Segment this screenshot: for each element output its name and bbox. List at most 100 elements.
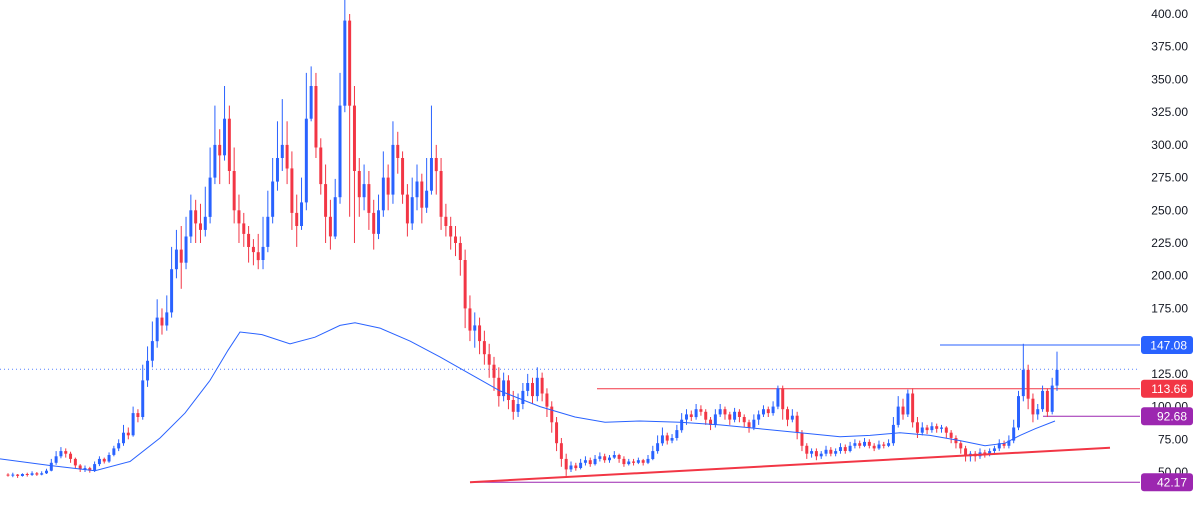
candle[interactable]: [107, 452, 111, 463]
candle[interactable]: [117, 439, 121, 452]
candle[interactable]: [776, 385, 780, 410]
candle[interactable]: [218, 129, 222, 185]
candle[interactable]: [35, 472, 39, 476]
candle[interactable]: [121, 424, 125, 446]
candle[interactable]: [102, 457, 106, 464]
candle[interactable]: [867, 439, 871, 449]
candle[interactable]: [309, 66, 313, 122]
candle[interactable]: [848, 441, 852, 453]
candle[interactable]: [742, 414, 746, 428]
candle[interactable]: [352, 86, 356, 243]
candle[interactable]: [502, 372, 506, 402]
candle[interactable]: [194, 199, 198, 243]
candle[interactable]: [891, 417, 895, 446]
candle[interactable]: [126, 427, 130, 440]
candle[interactable]: [786, 406, 790, 427]
candles[interactable]: [6, 0, 1059, 478]
candle[interactable]: [304, 72, 308, 211]
candle[interactable]: [810, 448, 814, 458]
candle[interactable]: [1036, 404, 1040, 420]
candle[interactable]: [555, 417, 559, 452]
candle[interactable]: [651, 445, 655, 461]
candle[interactable]: [545, 388, 549, 417]
candle[interactable]: [271, 158, 275, 224]
candle[interactable]: [275, 121, 279, 191]
candle[interactable]: [16, 474, 20, 478]
candle[interactable]: [656, 435, 660, 454]
candle[interactable]: [949, 430, 953, 444]
candle[interactable]: [20, 473, 24, 477]
candle[interactable]: [59, 447, 63, 459]
candle[interactable]: [964, 445, 968, 462]
candle[interactable]: [54, 451, 58, 465]
candle[interactable]: [1007, 435, 1011, 449]
candle[interactable]: [300, 177, 304, 230]
candle[interactable]: [694, 404, 698, 420]
candle[interactable]: [64, 448, 68, 458]
candle[interactable]: [824, 445, 828, 457]
candle[interactable]: [170, 246, 174, 318]
candle[interactable]: [882, 441, 886, 449]
candle[interactable]: [911, 388, 915, 428]
candle[interactable]: [160, 308, 164, 335]
candle[interactable]: [550, 401, 554, 433]
candle[interactable]: [579, 458, 583, 470]
candle[interactable]: [944, 426, 948, 438]
support-trendline[interactable]: [469, 446, 1111, 484]
candle[interactable]: [405, 184, 409, 237]
candle[interactable]: [1002, 440, 1006, 449]
candle[interactable]: [935, 423, 939, 433]
candle[interactable]: [112, 445, 116, 457]
candle[interactable]: [223, 86, 227, 161]
candle[interactable]: [492, 356, 496, 391]
candle[interactable]: [78, 464, 82, 472]
candle[interactable]: [574, 462, 578, 471]
candle[interactable]: [146, 346, 150, 387]
candle[interactable]: [718, 404, 722, 417]
candle[interactable]: [478, 317, 482, 355]
candle[interactable]: [1021, 343, 1025, 402]
candle[interactable]: [665, 432, 669, 445]
candle[interactable]: [516, 393, 520, 418]
candle[interactable]: [415, 164, 419, 211]
candle[interactable]: [733, 407, 737, 423]
candle[interactable]: [709, 417, 713, 431]
candle[interactable]: [247, 226, 251, 263]
candle[interactable]: [463, 249, 467, 329]
candle[interactable]: [333, 178, 337, 240]
candle[interactable]: [141, 364, 145, 420]
candle[interactable]: [843, 444, 847, 454]
candle[interactable]: [814, 448, 818, 461]
candle[interactable]: [454, 226, 457, 257]
candle[interactable]: [487, 343, 491, 378]
candle[interactable]: [1041, 385, 1045, 412]
candle[interactable]: [1026, 364, 1030, 410]
candle[interactable]: [940, 424, 943, 433]
candle[interactable]: [636, 457, 640, 465]
candle[interactable]: [521, 383, 525, 410]
candle[interactable]: [829, 447, 833, 457]
candle[interactable]: [559, 438, 563, 467]
candle[interactable]: [165, 295, 169, 331]
candle[interactable]: [920, 422, 924, 436]
candle[interactable]: [266, 190, 270, 253]
candle[interactable]: [208, 147, 212, 224]
candle[interactable]: [863, 438, 867, 448]
candle[interactable]: [593, 455, 597, 466]
candle[interactable]: [444, 203, 448, 237]
candle[interactable]: [386, 164, 390, 211]
candle[interactable]: [800, 430, 804, 452]
candle[interactable]: [497, 367, 501, 407]
candle[interactable]: [377, 194, 381, 240]
candle[interactable]: [617, 453, 621, 463]
candle[interactable]: [930, 422, 934, 433]
candle[interactable]: [434, 144, 438, 195]
candle[interactable]: [901, 398, 905, 420]
candle[interactable]: [790, 409, 794, 423]
candle[interactable]: [40, 471, 44, 476]
candle[interactable]: [771, 401, 775, 416]
candle[interactable]: [396, 131, 400, 174]
candle[interactable]: [531, 377, 534, 404]
candle[interactable]: [973, 451, 977, 462]
